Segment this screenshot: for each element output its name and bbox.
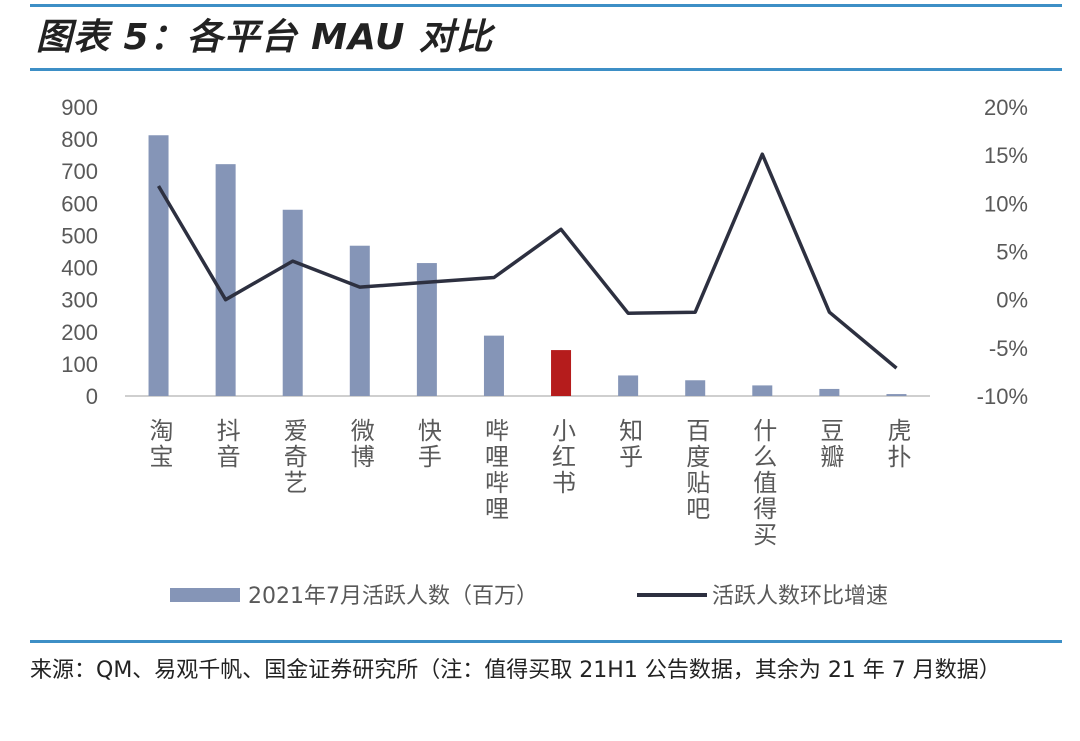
title-rule: [30, 68, 1062, 71]
left-axis-tick-label: 900: [61, 95, 98, 120]
right-axis-tick-label: 10%: [984, 191, 1028, 216]
left-axis-tick-label: 0: [86, 384, 98, 409]
left-axis-tick-label: 300: [61, 288, 98, 313]
source-note: 来源：QM、易观千帆、国金证券研究所（注：值得买取 21H1 公告数据，其余为 …: [30, 658, 1001, 683]
right-axis-tick-label: -10%: [977, 384, 1028, 409]
category-label: 虎扑: [887, 417, 911, 471]
category-label: 快手: [418, 417, 442, 471]
category-label: 豆瓣: [820, 417, 844, 471]
left-axis-tick-label: 700: [61, 159, 98, 184]
right-axis-tick-label: -5%: [989, 336, 1028, 361]
left-axis-tick-label: 800: [61, 127, 98, 152]
left-axis-tick-label: 100: [61, 352, 98, 377]
bar-百度贴吧: [685, 380, 706, 396]
bottom-rule: [30, 640, 1062, 643]
legend-bar-label: 2021年7月活跃人数（百万）: [248, 584, 538, 609]
bar-豆瓣: [819, 388, 840, 396]
bar-淘宝: [148, 135, 169, 396]
category-label: 爱奇艺: [284, 417, 308, 497]
category-label: 知乎: [619, 417, 643, 471]
mau-chart: 0 100 200 300 400 500 600 700 800 900 -10% -5% 0% 5% 1…: [61, 95, 1028, 609]
bar-什么值得买: [752, 385, 773, 396]
bar-哔哩哔哩: [483, 335, 504, 396]
bar-抖音: [215, 164, 236, 396]
legend-bar-swatch: [170, 588, 240, 602]
figure-title: 图表 5：各平台 MAU 对比: [36, 17, 493, 58]
left-axis-tick-label: 200: [61, 320, 98, 345]
category-label: 哔哩哔哩: [485, 417, 509, 523]
bar-知乎: [618, 375, 639, 396]
category-label: 百度贴吧: [686, 417, 710, 523]
left-axis-tick-label: 600: [61, 191, 98, 216]
bar-虎扑: [886, 394, 907, 396]
right-axis-tick-label: 15%: [984, 143, 1028, 168]
category-label: 抖音: [217, 417, 241, 471]
bar-微博: [349, 245, 370, 396]
legend-line-label: 活跃人数环比增速: [712, 584, 888, 609]
bar-爱奇艺: [282, 209, 303, 396]
left-axis-tick-label: 400: [61, 256, 98, 281]
category-label: 微博: [351, 417, 375, 471]
category-label: 淘宝: [150, 417, 174, 471]
right-axis-tick-label: 20%: [984, 95, 1028, 120]
category-label: 什么值得买: [753, 417, 777, 549]
bar-小红书: [551, 350, 572, 396]
right-axis-tick-label: 5%: [996, 240, 1028, 265]
right-axis-tick-label: 0%: [996, 288, 1028, 313]
category-label: 小红书: [552, 417, 576, 497]
growth-line-series: [156, 152, 898, 370]
bar-快手: [416, 263, 437, 396]
top-rule: [30, 4, 1062, 7]
left-axis-tick-label: 500: [61, 223, 98, 248]
